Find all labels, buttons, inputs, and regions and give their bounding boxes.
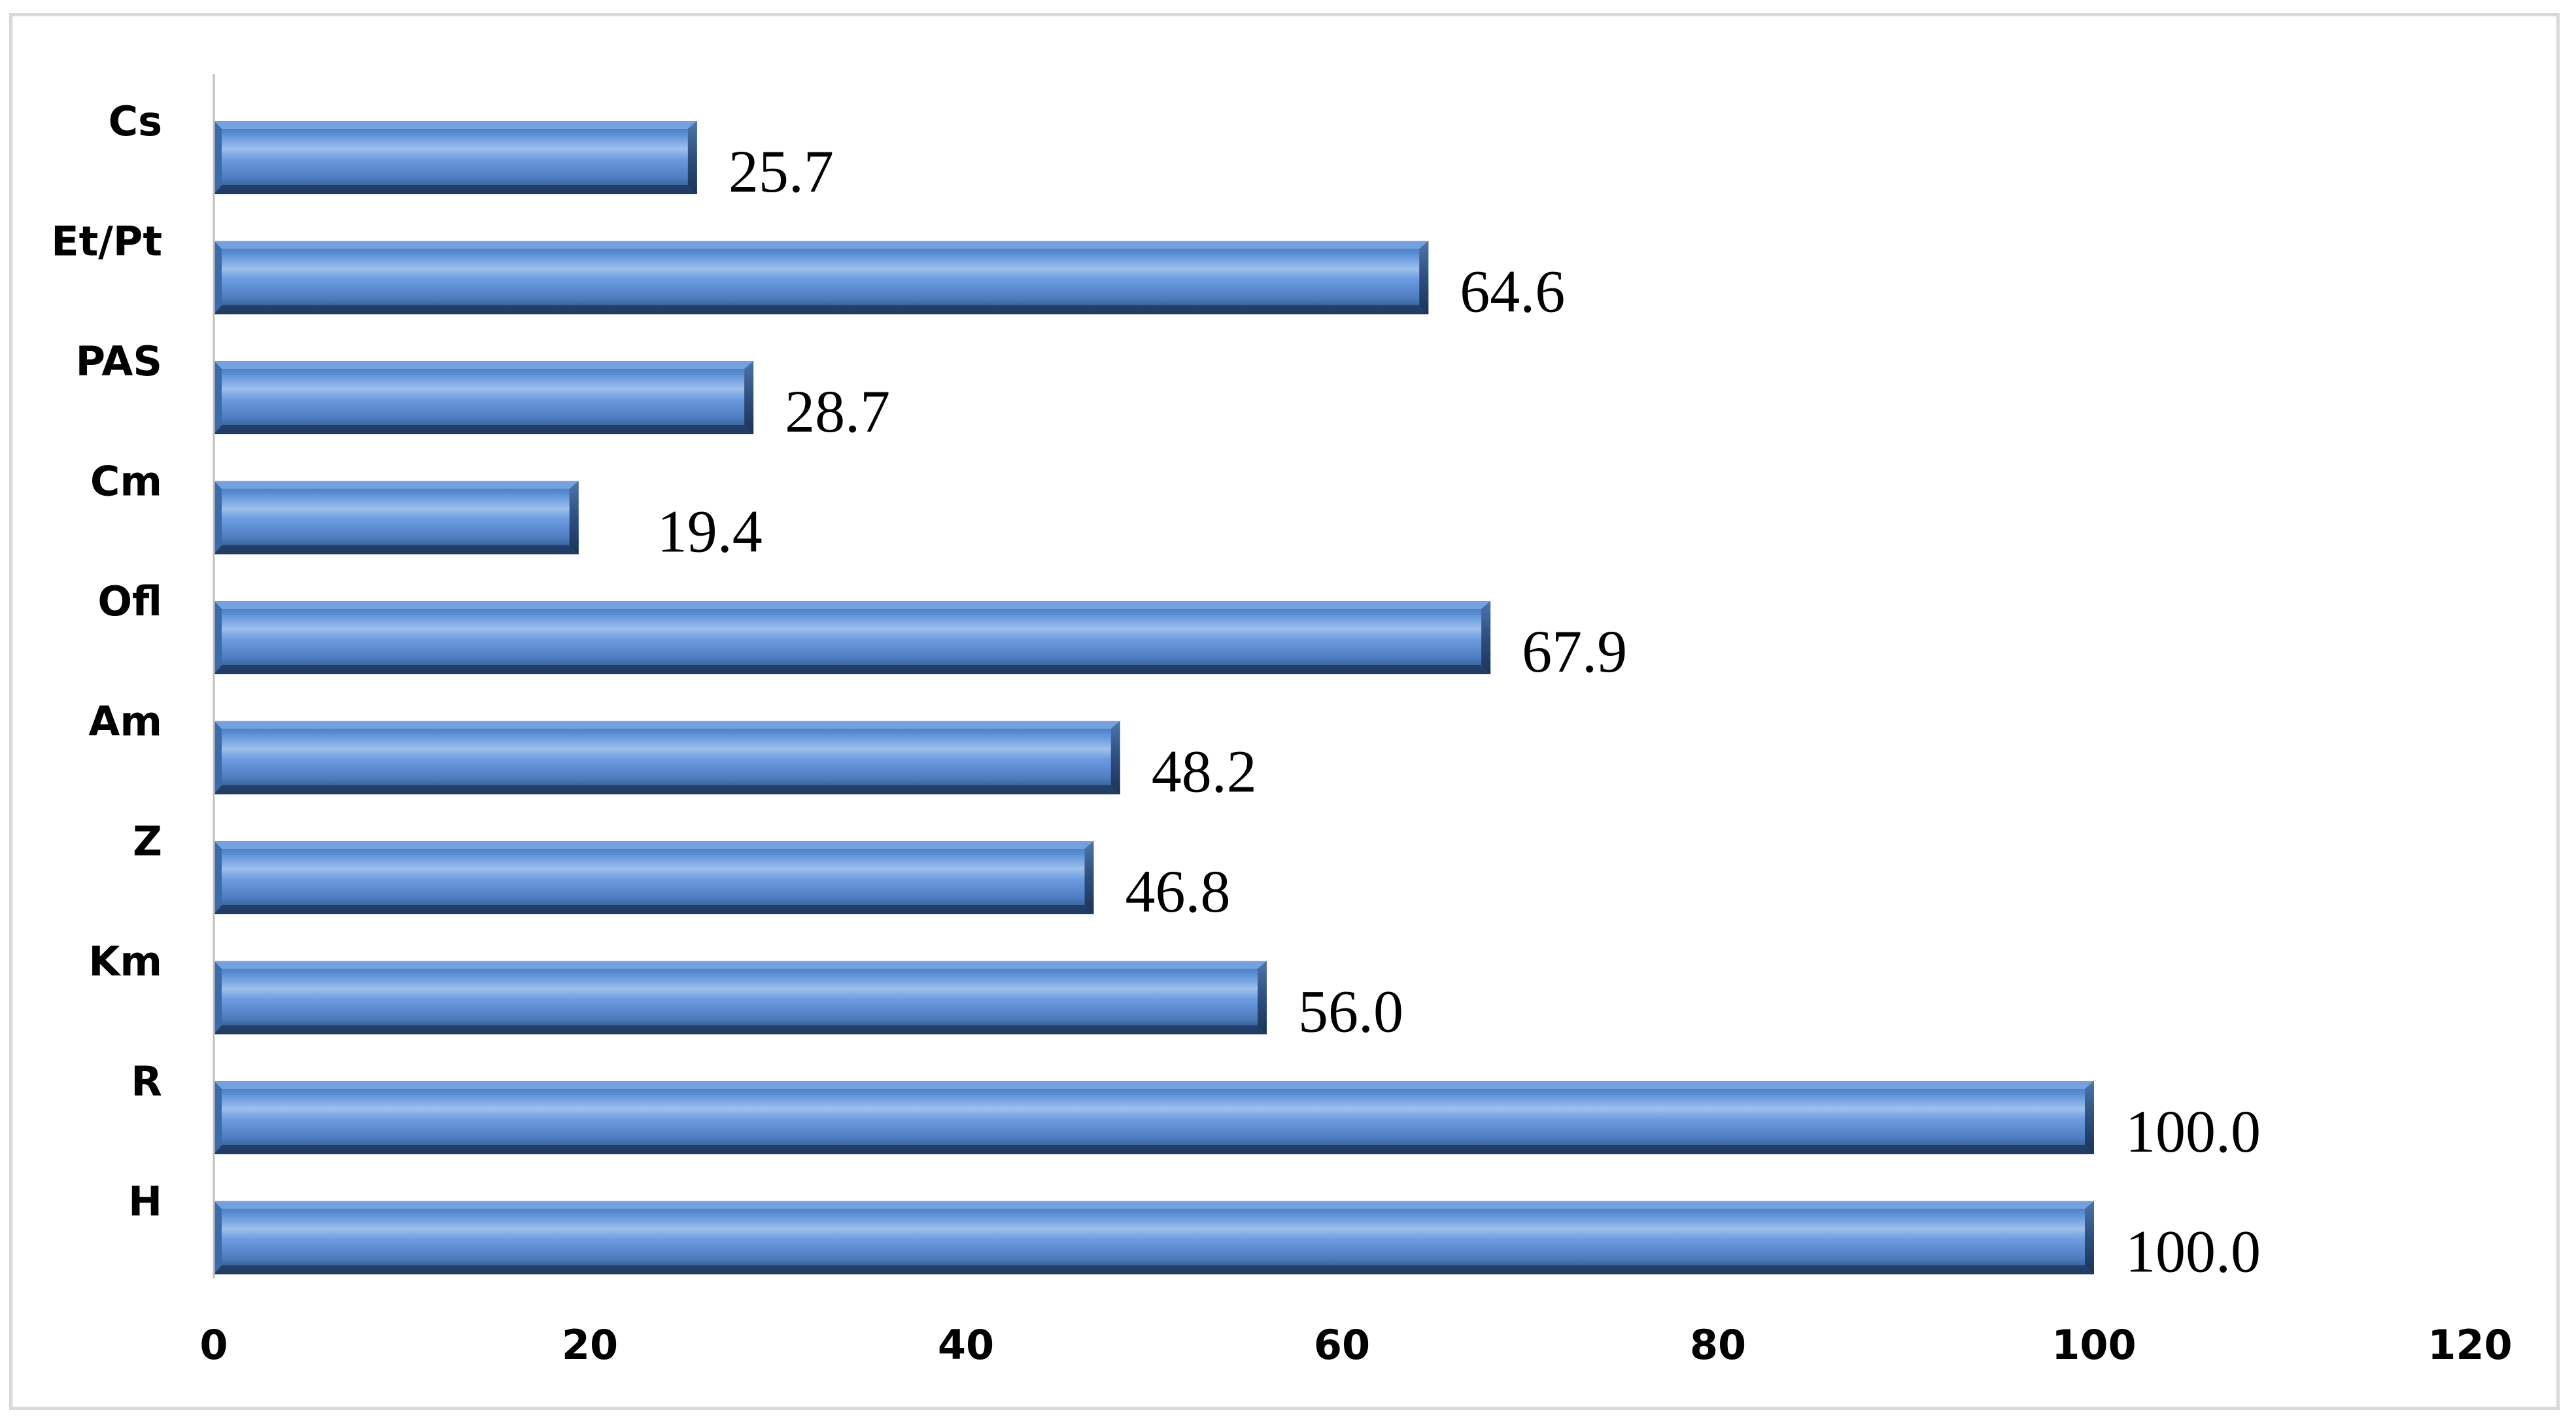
bar-ofl	[214, 601, 1491, 674]
data-label-cm: 19.4	[657, 498, 763, 565]
category-label-km: Km	[88, 938, 162, 986]
category-label-am: Am	[88, 698, 162, 746]
category-label-cm: Cm	[90, 458, 162, 506]
data-label-et-pt: 64.6	[1460, 258, 1565, 325]
data-label-z: 46.8	[1125, 858, 1231, 925]
category-label-ofl: Ofl	[97, 577, 162, 625]
data-label-h: 100.0	[2125, 1218, 2261, 1285]
bar-et-pt	[214, 241, 1429, 315]
category-label-cs: Cs	[109, 97, 162, 145]
bar-r	[214, 1081, 2094, 1154]
x-tick-label-40: 40	[938, 1321, 994, 1369]
bar-h	[214, 1201, 2094, 1275]
data-label-r: 100.0	[2125, 1098, 2261, 1165]
bar-cs	[214, 121, 697, 194]
category-label-et-pt: Et/Pt	[51, 218, 162, 266]
bar-z	[214, 841, 1094, 914]
x-tick-label-0: 0	[199, 1321, 228, 1369]
x-tick-label-60: 60	[1314, 1321, 1370, 1369]
bar-km	[214, 961, 1267, 1035]
x-tick-label-100: 100	[2052, 1321, 2136, 1369]
bar-cm	[214, 481, 579, 555]
x-tick-label-120: 120	[2428, 1321, 2512, 1369]
bar-pas	[214, 361, 754, 434]
x-tick-label-20: 20	[562, 1321, 618, 1369]
data-label-km: 56.0	[1298, 978, 1403, 1045]
category-label-z: Z	[133, 817, 162, 865]
data-label-cs: 25.7	[729, 138, 834, 205]
data-label-ofl: 67.9	[1522, 618, 1627, 685]
data-label-am: 48.2	[1152, 738, 1257, 805]
data-label-pas: 28.7	[785, 378, 890, 445]
category-label-r: R	[131, 1057, 162, 1105]
x-tick-label-80: 80	[1690, 1321, 1746, 1369]
category-label-pas: PAS	[76, 337, 162, 385]
category-label-h: H	[128, 1178, 162, 1226]
bar-am	[214, 721, 1120, 795]
